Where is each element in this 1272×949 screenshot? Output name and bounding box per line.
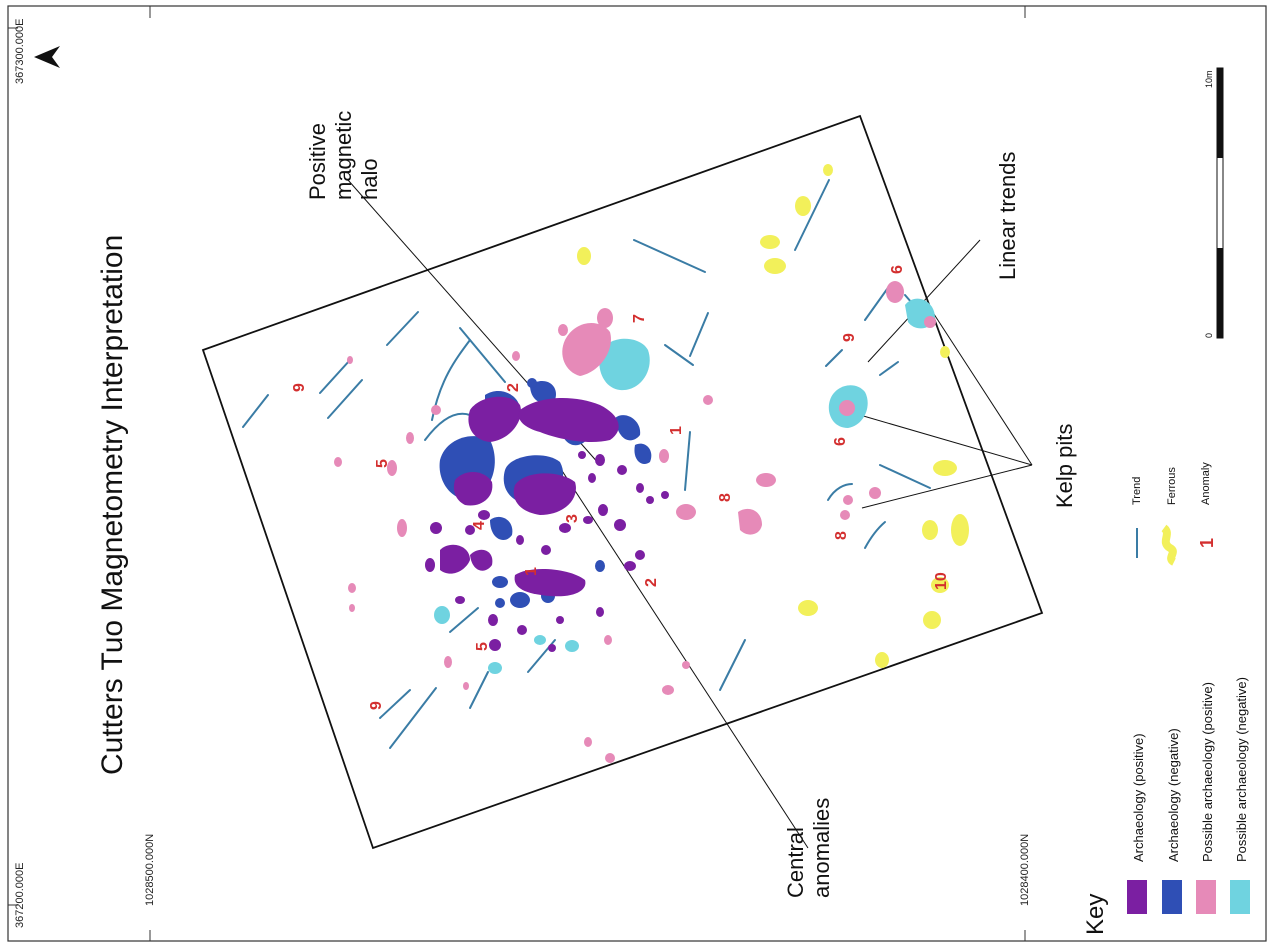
survey-area bbox=[201, 114, 1044, 850]
possible-archaeology-positive bbox=[334, 281, 936, 763]
coord-bottom-left: 367200.000E bbox=[14, 862, 26, 928]
callout-central: Central anomalies bbox=[783, 797, 834, 898]
anomaly-number: 9 bbox=[291, 383, 308, 392]
key-anomaly-sample: 1 bbox=[1197, 538, 1217, 548]
callout-halo: Positive magnetic halo bbox=[305, 110, 382, 200]
ferrous-anomalies bbox=[577, 164, 969, 668]
key-swatch-archaeology-positive bbox=[1127, 880, 1147, 914]
callout-kelp-pits: Kelp pits bbox=[1052, 423, 1077, 508]
anomaly-number: 2 bbox=[643, 578, 660, 587]
key-label-archaeology-negative: Archaeology (negative) bbox=[1166, 728, 1181, 862]
callout-linear-trends: Linear trends bbox=[995, 151, 1020, 280]
anomaly-numbers: 9 5 2 1 4 3 1 2 5 9 7 8 9 6 6 8 10 bbox=[291, 265, 950, 710]
anomaly-number: 5 bbox=[474, 642, 491, 651]
anomaly-number: 9 bbox=[841, 333, 858, 342]
key-label-ferrous: Ferrous bbox=[1166, 467, 1178, 505]
trend-lines bbox=[242, 179, 931, 749]
key-heading: Key bbox=[1082, 893, 1109, 935]
key-swatch-possible-negative bbox=[1230, 880, 1250, 914]
key-label-archaeology-positive: Archaeology (positive) bbox=[1131, 733, 1146, 862]
anomaly-number: 9 bbox=[368, 701, 385, 710]
leader-lines bbox=[347, 179, 1033, 849]
anomaly-number: 8 bbox=[833, 531, 850, 540]
coord-top-left: 367300.000E bbox=[14, 18, 26, 84]
key-swatch-archaeology-negative bbox=[1162, 880, 1182, 914]
anomaly-number: 2 bbox=[505, 383, 522, 392]
scale-zero-label: 0 bbox=[1204, 332, 1214, 338]
anomaly-number: 1 bbox=[523, 567, 540, 576]
key-swatches: 1 bbox=[1127, 524, 1250, 914]
anomaly-number: 1 bbox=[668, 426, 685, 435]
key-label-trend: Trend bbox=[1131, 476, 1143, 505]
anomaly-number: 5 bbox=[374, 459, 391, 468]
map-title: Cutters Tuo Magnetometry Interpretation bbox=[96, 234, 129, 775]
anomaly-number: 4 bbox=[471, 521, 488, 530]
key-label-anomaly: Anomaly bbox=[1200, 462, 1212, 505]
coord-left-bottom: 1028500.000N bbox=[144, 833, 156, 906]
north-arrow-icon bbox=[34, 46, 60, 68]
anomaly-number: 6 bbox=[832, 437, 849, 446]
coord-right-bottom: 1028400.000N bbox=[1019, 833, 1031, 906]
anomaly-number: 3 bbox=[564, 514, 581, 523]
archaeology-positive bbox=[425, 396, 669, 652]
anomaly-number: 6 bbox=[889, 265, 906, 274]
anomaly-number: 8 bbox=[717, 493, 734, 502]
key-label-possible-negative: Possible archaeology (negative) bbox=[1234, 677, 1249, 862]
scale-bar bbox=[1216, 67, 1224, 339]
key-swatch-possible-positive bbox=[1196, 880, 1216, 914]
key-swatch-ferrous bbox=[1161, 524, 1177, 566]
anomaly-number: 10 bbox=[933, 572, 950, 590]
key-label-possible-positive: Possible archaeology (positive) bbox=[1200, 682, 1215, 862]
anomaly-number: 7 bbox=[631, 314, 648, 323]
scale-end-label: 10m bbox=[1204, 70, 1214, 88]
outer-border bbox=[7, 5, 1267, 942]
